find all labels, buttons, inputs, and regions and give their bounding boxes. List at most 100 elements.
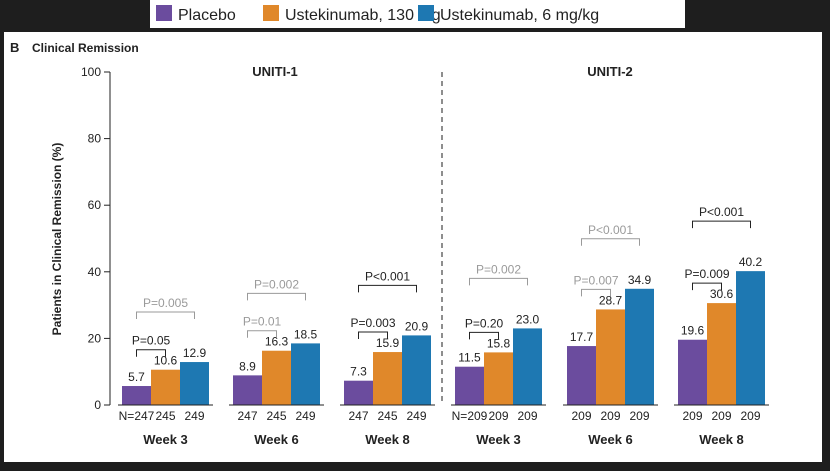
p-bracket-pair [358,331,388,340]
bar [513,328,542,405]
bar-value-label: 8.9 [239,359,256,373]
axes: 0 20 40 60 80 100 [81,65,443,412]
legend-label-3: Ustekinumab, 6 mg/kg [440,7,599,24]
n-label: 249 [184,409,204,423]
y-tick-label: 40 [88,265,102,279]
p-value-pair: P=0.009 [684,267,729,281]
n-label: 247 [237,409,257,423]
study-label: UNITI-2 [587,64,633,79]
bar [344,380,373,405]
bar-value-label: 23.0 [516,312,540,326]
n-label: 245 [377,409,397,423]
bar [122,386,151,405]
bar [180,362,209,405]
n-label: 209 [488,409,508,423]
bar [262,350,291,405]
week-label: Week 6 [588,432,633,447]
bar-value-label: 15.9 [376,336,400,350]
p-bracket-pair [469,331,499,340]
bar [736,271,765,405]
p-value-all: P<0.001 [365,269,410,283]
n-label: 209 [571,409,591,423]
bar-value-label: 7.3 [350,365,367,379]
p-bracket-pair [247,330,277,338]
p-bracket-pair [136,349,166,357]
p-bracket-all [136,311,195,320]
y-tick-label: 0 [94,398,101,412]
week-label: Week 6 [254,432,299,447]
bar [373,352,402,405]
legend-background [150,0,685,28]
bar [233,375,262,405]
bar-value-label: 28.7 [599,293,623,307]
n-label: 245 [155,409,175,423]
p-bracket-all [469,277,528,286]
legend-swatch-1 [156,5,172,21]
y-tick-label: 80 [88,132,102,146]
p-value-all: P=0.002 [254,277,299,291]
p-bracket-all [692,220,751,229]
p-bracket-pair [581,288,611,297]
bar-value-label: 34.9 [628,273,652,287]
bar [151,369,180,405]
p-value-pair: P=0.20 [465,316,504,330]
p-value-all: P<0.001 [588,223,633,237]
n-label: 247 [348,409,368,423]
p-bracket-pair [692,282,722,291]
n-label: N=247 [119,409,155,423]
legend: Placebo Ustekinumab, 130 mg Ustekinumab, 6… [156,5,599,24]
bar [707,303,736,405]
bar-value-label: 12.9 [183,346,207,360]
bars: UNITI-1 5.7 N=247 10.6 245 12.9 249 Week 3 P=0.0… [118,64,769,447]
p-value-pair: P=0.01 [243,315,282,329]
bar-value-label: 11.5 [458,351,481,365]
n-label: 245 [266,409,286,423]
n-label: 209 [711,409,731,423]
p-bracket-all [358,284,417,293]
week-label: Week 3 [143,432,188,447]
p-value-pair: P=0.05 [132,334,171,348]
bar [678,339,707,405]
n-label: 209 [600,409,620,423]
study-label: UNITI-1 [252,64,298,79]
p-bracket-all [581,238,640,246]
legend-swatch-3 [418,5,434,21]
bar-value-label: 17.7 [570,330,594,344]
y-tick-label: 20 [88,331,102,345]
bar-value-label: 10.6 [154,354,178,368]
y-tick-label: 100 [81,65,101,79]
panel-title: Clinical Remission [32,41,139,55]
y-axis-label: Patients in Clinical Remission (%) [50,143,64,336]
p-value-all: P=0.005 [143,296,188,310]
p-value-pair: P=0.003 [350,316,395,330]
bar-value-label: 15.8 [487,336,511,350]
n-label: 249 [406,409,426,423]
week-label: Week 8 [365,432,410,447]
bar [402,335,431,405]
n-label: 209 [517,409,537,423]
bar-value-label: 18.5 [294,327,318,341]
legend-swatch-2 [263,5,279,21]
bar [291,343,320,405]
n-label: 209 [682,409,702,423]
p-value-all: P=0.002 [476,262,521,276]
p-value-all: P<0.001 [699,205,744,219]
y-tick-label: 60 [88,198,102,212]
n-label: N=209 [452,409,488,423]
week-label: Week 3 [476,432,521,447]
bar [567,346,596,405]
bar-value-label: 5.7 [128,370,145,384]
n-label: 249 [295,409,315,423]
bar-value-label: 30.6 [710,287,734,301]
legend-label-2: Ustekinumab, 130 mg [285,7,441,24]
legend-label-1: Placebo [178,7,236,24]
week-label: Week 8 [699,432,744,447]
bar [625,288,654,405]
bar [484,352,513,405]
bar-value-label: 40.2 [739,255,763,269]
n-label: 209 [740,409,760,423]
panel-letter: B [10,40,19,55]
p-value-pair: P=0.007 [573,273,618,287]
bar [455,366,484,405]
